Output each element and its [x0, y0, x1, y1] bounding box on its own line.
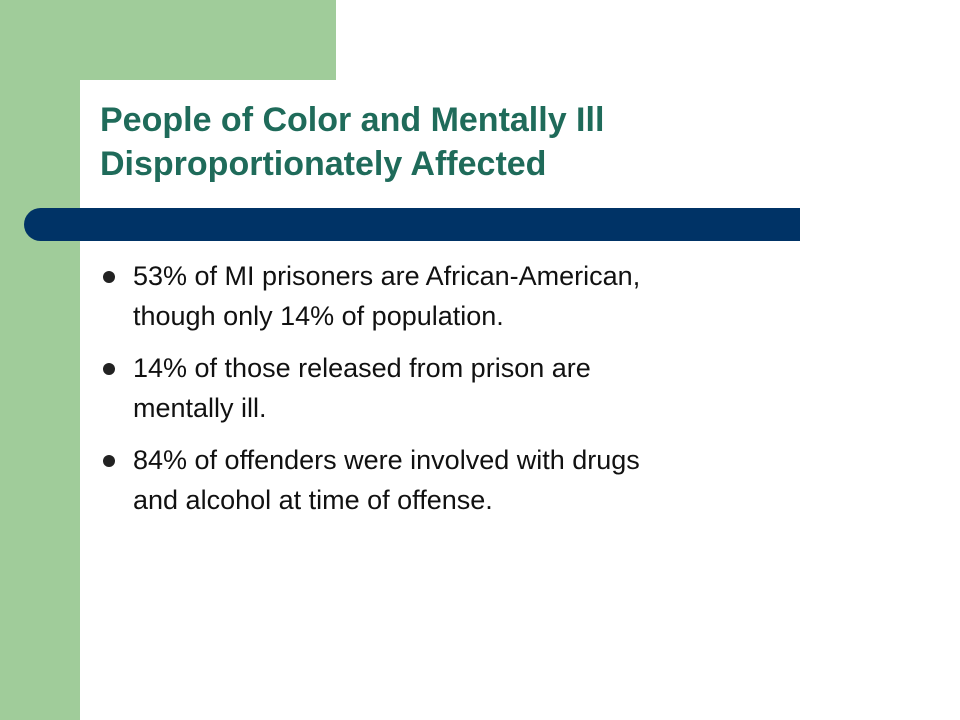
- bullet-text-line: 14% of those released from prison are: [133, 353, 591, 383]
- bullet-text-line: 53% of MI prisoners are African-American…: [133, 261, 641, 291]
- bullet-dot-icon: [103, 455, 115, 467]
- bullet-item: 84% of offenders were involved with drug…: [0, 440, 853, 520]
- green-top-band: [0, 0, 336, 80]
- bullet-dot-icon: [103, 271, 115, 283]
- bullet-list: 53% of MI prisoners are African-American…: [0, 256, 960, 532]
- bullet-dot-icon: [103, 363, 115, 375]
- bullet-text-line: though only 14% of population.: [133, 301, 504, 331]
- content-panel-corner: [80, 80, 336, 200]
- bullet-text-line: 84% of offenders were involved with drug…: [133, 445, 640, 475]
- bullet-item: 53% of MI prisoners are African-American…: [0, 256, 853, 336]
- green-sidebar-band: [0, 0, 80, 720]
- bullet-text-line: and alcohol at time of offense.: [133, 485, 493, 515]
- slide-title: People of Color and Mentally Ill Disprop…: [100, 98, 880, 186]
- bullet-item: 14% of those released from prison are me…: [0, 348, 853, 428]
- title-divider-bar: [24, 208, 800, 241]
- bullet-text-line: mentally ill.: [133, 393, 267, 423]
- slide-title-line-2: Disproportionately Affected: [100, 145, 547, 183]
- slide-title-line-1: People of Color and Mentally Ill: [100, 101, 605, 139]
